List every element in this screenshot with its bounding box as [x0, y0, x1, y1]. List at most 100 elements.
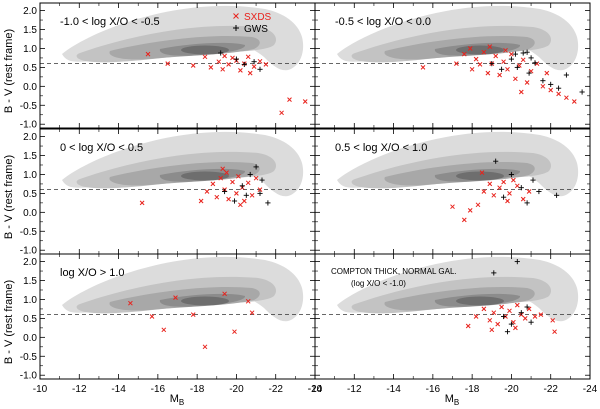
y-tick-label: 2.0: [23, 6, 37, 17]
x-axis-title-left: MB: [170, 393, 185, 407]
y-tick-label: -0.5: [20, 352, 38, 363]
x-tick-label: -22: [268, 384, 283, 395]
gws-point: [499, 66, 505, 72]
sxds-point: [238, 202, 243, 208]
gws-point: [532, 60, 538, 66]
sxds-point: [513, 76, 518, 82]
y-tick-label: 1.5: [23, 25, 37, 36]
sxds-point: [208, 65, 214, 70]
x-tick-label: -20: [229, 384, 244, 395]
sxds-point: [540, 83, 546, 89]
sxds-point: [469, 66, 475, 72]
y-tick-label: 1.5: [23, 276, 37, 287]
sxds-point: [251, 64, 257, 69]
sxds-point: [245, 298, 251, 304]
sxds-point: [475, 202, 481, 208]
x-tick-label: -12: [72, 384, 87, 395]
sxds-point: [230, 179, 235, 185]
x-tick-label: -10: [308, 384, 323, 395]
y-tick-label: 1.0: [23, 44, 37, 55]
sxds-point: [245, 54, 251, 60]
sxds-point: [253, 175, 259, 181]
panel-5: -10 -12 -14 -16 -18 -20 -22 -24 -1.0 -0.5 0.0 0.5 1.…: [20, 253, 323, 395]
gws-point: [518, 185, 524, 191]
sxds-point: [501, 59, 506, 65]
y-axis-title-row3: B - V (rest frame): [3, 280, 15, 364]
sxds-point: [564, 95, 569, 101]
y-tick-label: 2.0: [23, 257, 37, 268]
x-tick-label: -18: [190, 384, 205, 395]
sxds-point: [257, 58, 263, 64]
gws-point: [259, 177, 265, 183]
sxds-point: [454, 61, 459, 66]
sxds-point: [556, 91, 561, 97]
y-tick-label: -0.5: [20, 227, 38, 238]
sxds-point: [279, 110, 284, 116]
x-axis-title-right-main: M: [445, 393, 454, 405]
sxds-point: [534, 61, 540, 66]
sxds-point: [461, 51, 467, 57]
sxds-point: [220, 166, 226, 172]
sxds-point: [234, 191, 239, 196]
sxds-point: [226, 196, 231, 202]
x-tick-label: -16: [426, 384, 441, 395]
y-tick-label: 0.0: [23, 333, 37, 344]
y-tick-label: 1.0: [23, 170, 37, 181]
x-tick-label: -16: [151, 384, 166, 395]
legend-item-sxds: SXDS: [233, 12, 272, 23]
y-tick-label: 0.0: [23, 82, 37, 93]
sxds-point: [538, 312, 544, 317]
sxds-point: [216, 59, 222, 65]
sxds-point: [511, 177, 516, 183]
x-axis-titles: MB MB: [170, 393, 460, 407]
sxds-point: [518, 89, 524, 95]
panel-1: -1.0 -0.5 0.0 0.5 1.0 1.5 2.0 -1.0 < log X/O < …: [20, 2, 316, 131]
panel-label: COMPTON THICK, NORMAL GAL.: [331, 267, 457, 276]
gws-point: [524, 304, 530, 310]
sxds-point: [420, 65, 426, 70]
panel-sub-label: (log X/O < -1.0): [351, 279, 406, 288]
gws-point: [554, 192, 560, 198]
panel-label: 0.5 < log X/O < 1.0: [335, 142, 427, 154]
y-tick-label: -0.5: [20, 101, 38, 112]
gws-point: [504, 329, 511, 335]
x-tick-label: -24: [583, 384, 598, 395]
sxds-point: [487, 317, 493, 323]
x-tick-label: -14: [386, 384, 401, 395]
sxds-point: [481, 49, 487, 55]
panel-6: -10 -12 -14 -16 -18 -20 -22 -24 COMPTON THICK, N…: [308, 253, 598, 395]
sxds-point: [161, 327, 167, 333]
y-tick-label: 0.5: [23, 189, 37, 200]
sxds-point: [516, 63, 522, 68]
gws-point: [548, 81, 554, 88]
y-axis-title-row1: B - V (rest frame): [3, 29, 15, 113]
sxds-point: [218, 175, 224, 181]
gws-point: [501, 313, 507, 320]
sxds-point: [493, 53, 499, 59]
y-tick-label: -1.0: [20, 246, 38, 257]
gws-point: [231, 198, 238, 204]
sxds-point: [514, 302, 520, 308]
sxds-point: [509, 51, 514, 57]
x-tick-label: -20: [504, 384, 519, 395]
sxds-point: [236, 173, 241, 179]
gws-point: [253, 164, 259, 170]
sxds-point: [302, 99, 308, 104]
sxds-point: [526, 306, 532, 312]
sxds-point: [481, 306, 487, 312]
y-tick-label: -1.0: [20, 120, 38, 131]
sxds-point: [473, 314, 479, 319]
x-axis-title-right: MB: [445, 393, 460, 407]
sxds-point: [513, 325, 518, 331]
sxds-point: [548, 87, 554, 93]
sxds-point: [202, 344, 208, 350]
x-tick-label: -14: [111, 384, 126, 395]
gws-point: [579, 89, 585, 95]
gws-point: [528, 319, 534, 325]
sxds-point: [526, 189, 532, 194]
sxds-point: [461, 217, 467, 223]
legend-item-gws: GWS: [233, 24, 268, 35]
gws-point: [563, 72, 569, 78]
x-axis-title-left-main: M: [170, 393, 179, 405]
